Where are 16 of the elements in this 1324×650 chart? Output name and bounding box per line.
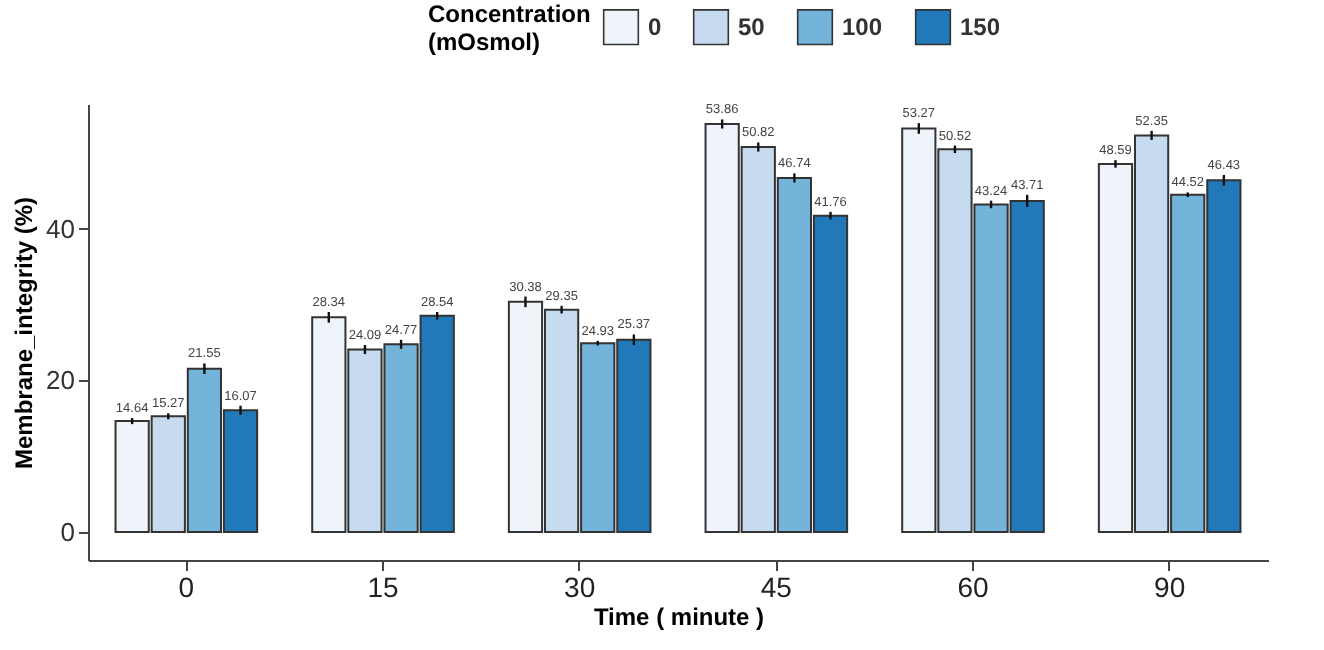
x-tick-label: 30 bbox=[564, 571, 596, 603]
x-tick-label: 0 bbox=[178, 571, 195, 603]
legend-label: 100 bbox=[842, 13, 883, 42]
x-axis-title: Time ( minute ) bbox=[593, 603, 765, 631]
x-tick-label: 90 bbox=[1154, 571, 1186, 603]
legend-title: Concentration (mOsmol) bbox=[428, 0, 591, 56]
legend-label: 150 bbox=[960, 13, 1001, 42]
y-tick-label: 20 bbox=[46, 365, 75, 396]
y-tick-label: 40 bbox=[46, 213, 75, 244]
x-tick-label: 60 bbox=[957, 571, 989, 603]
legend-label: 50 bbox=[738, 13, 766, 42]
legend-label: 0 bbox=[648, 13, 662, 42]
y-axis-title: Membrane_integrity (%) bbox=[10, 196, 39, 470]
x-tick-label: 15 bbox=[367, 571, 399, 603]
y-tick-label: 0 bbox=[60, 516, 75, 547]
x-tick-label: 45 bbox=[760, 571, 793, 603]
